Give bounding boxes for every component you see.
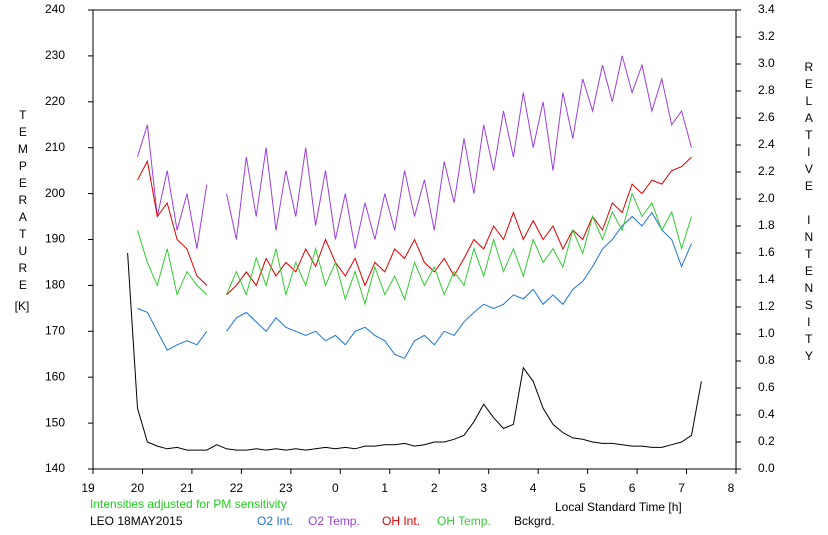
y-tick-label: 200 xyxy=(45,186,65,200)
y2-tick-label: 0.2 xyxy=(758,434,775,448)
x-axis-label: Local Standard Time [h] xyxy=(555,500,682,514)
x-tick-label: 1 xyxy=(381,481,388,495)
x-tick-label: 22 xyxy=(230,481,244,495)
y-tick-label: 140 xyxy=(45,461,65,475)
y-tick-label: 190 xyxy=(45,232,65,246)
x-tick-label: 21 xyxy=(180,481,194,495)
y2-tick-label: 1.8 xyxy=(758,218,775,232)
x-tick-label: 5 xyxy=(579,481,586,495)
y2-tick-label: 3.0 xyxy=(758,56,775,70)
y2-tick-label: 3.4 xyxy=(758,2,775,16)
legend-entry: O2 Temp. xyxy=(308,514,360,528)
y2-tick-label: 2.8 xyxy=(758,83,775,97)
y2-tick-label: 2.6 xyxy=(758,110,775,124)
y-axis-unit: [K] xyxy=(15,299,30,313)
y2-tick-label: 1.6 xyxy=(758,245,775,259)
legend-entry: Bckgrd. xyxy=(514,514,555,528)
y-tick-label: 230 xyxy=(45,48,65,62)
annotation: LEO 18MAY2015 xyxy=(90,514,183,528)
y2-tick-label: 2.0 xyxy=(758,191,775,205)
legend-entry: OH Int. xyxy=(382,514,420,528)
y-tick-label: 220 xyxy=(45,94,65,108)
x-tick-label: 19 xyxy=(81,481,95,495)
y-axis-label: TEMPERATURE xyxy=(16,108,30,295)
y-tick-label: 210 xyxy=(45,140,65,154)
x-tick-label: 23 xyxy=(279,481,293,495)
y2-tick-label: 1.2 xyxy=(758,299,775,313)
y2-tick-label: 0.6 xyxy=(758,380,775,394)
y2-tick-label: 3.2 xyxy=(758,29,775,43)
x-tick-label: 4 xyxy=(530,481,537,495)
x-tick-label: 0 xyxy=(332,481,339,495)
y-tick-label: 150 xyxy=(45,415,65,429)
x-tick-label: 8 xyxy=(728,481,735,495)
y-tick-label: 160 xyxy=(45,369,65,383)
series-line xyxy=(137,55,692,249)
y2-tick-label: 1.0 xyxy=(758,326,775,340)
legend-entry: O2 Int. xyxy=(257,514,293,528)
legend-entry: OH Temp. xyxy=(437,514,491,528)
y2-axis-label: RELATIVE INTENSITY xyxy=(802,60,816,366)
x-tick-label: 7 xyxy=(678,481,685,495)
series-line xyxy=(137,192,692,306)
x-tick-label: 6 xyxy=(629,481,636,495)
y2-tick-label: 0.8 xyxy=(758,353,775,367)
y2-tick-label: 2.4 xyxy=(758,137,775,151)
x-tick-label: 2 xyxy=(431,481,438,495)
annotation: Intensities adjusted for PM sensitivity xyxy=(90,497,287,511)
y2-tick-label: 1.4 xyxy=(758,272,775,286)
x-tick-label: 3 xyxy=(480,481,487,495)
series-line xyxy=(137,211,692,359)
y-tick-label: 240 xyxy=(45,2,65,16)
y-tick-label: 180 xyxy=(45,278,65,292)
y-tick-label: 170 xyxy=(45,323,65,337)
y2-tick-label: 0.0 xyxy=(758,461,775,475)
x-tick-label: 20 xyxy=(131,481,145,495)
series-line xyxy=(137,156,692,296)
y2-tick-label: 0.4 xyxy=(758,407,775,421)
series-line xyxy=(127,252,702,451)
y2-tick-label: 2.2 xyxy=(758,164,775,178)
